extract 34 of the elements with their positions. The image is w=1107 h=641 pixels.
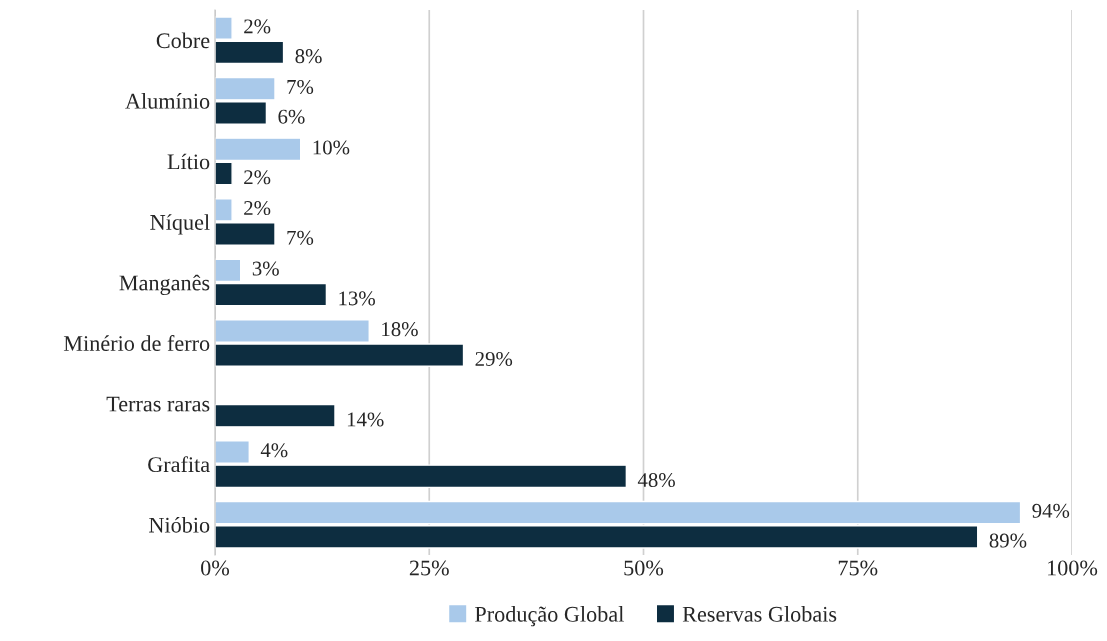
x-tick-label: 75% — [838, 560, 878, 576]
x-tick-label: 50% — [624, 560, 664, 576]
data-label: 89% — [989, 533, 1027, 548]
data-label: 2% — [244, 19, 271, 34]
y-tick-label: Cobre — [156, 32, 210, 49]
data-label: 4% — [260, 443, 288, 458]
legend-label: Reservas Globais — [682, 606, 837, 622]
y-tick-label: Terras raras — [106, 396, 210, 412]
data-label: 14% — [347, 412, 384, 427]
bar — [215, 403, 336, 428]
data-label: 2% — [244, 170, 271, 185]
y-tick-label: Lítio — [167, 153, 210, 170]
y-tick-label: Alumínio — [125, 93, 210, 109]
data-label: 6% — [278, 109, 305, 124]
data-label: 94% — [1032, 503, 1070, 518]
data-label: 7% — [287, 79, 314, 95]
data-label: 8% — [295, 49, 322, 64]
x-tick-label: 100% — [1048, 560, 1098, 576]
x-tick-label: 0% — [201, 560, 230, 576]
y-tick-label: Grafita — [148, 456, 210, 473]
data-label: 2% — [244, 200, 271, 216]
data-label: 3% — [252, 261, 279, 276]
data-label: 7% — [287, 230, 314, 245]
data-label: 10% — [313, 140, 350, 155]
y-tick-label: Manganês — [119, 274, 210, 296]
y-tick-label: Níquel — [150, 214, 210, 235]
y-tick-label: Minério de ferro — [63, 335, 210, 351]
y-tick-label: Nióbio — [149, 516, 210, 533]
legend-label: Produção Global — [475, 606, 624, 627]
data-label: 29% — [475, 351, 513, 367]
x-tick-label: 25% — [409, 560, 449, 576]
data-label: 18% — [382, 322, 418, 337]
data-label: 13% — [339, 291, 375, 306]
data-label: 48% — [637, 472, 675, 488]
